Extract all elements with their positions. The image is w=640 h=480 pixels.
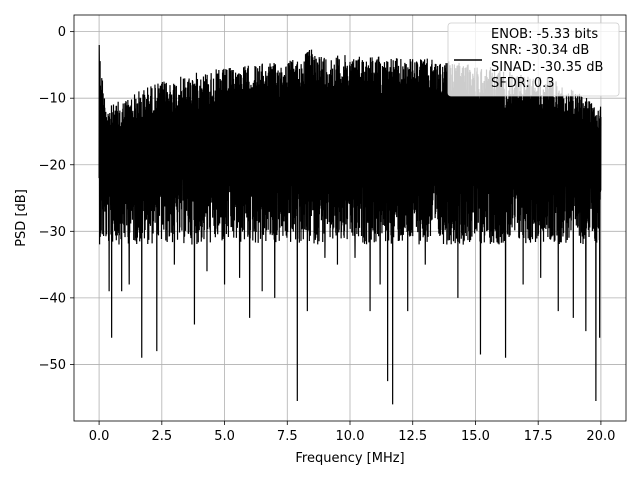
y-axis-label: PSD [dB]: [14, 189, 29, 247]
y-tick-label: 0: [58, 25, 66, 40]
y-tick-label: −20: [39, 158, 66, 173]
x-axis-label: Frequency [MHz]: [295, 451, 404, 466]
x-tick-label: 0.0: [89, 429, 110, 444]
x-tick-label: 10.0: [336, 429, 365, 444]
y-axis-ticks: 0 −10 −20 −30 −40 −50: [39, 25, 74, 373]
y-tick-label: −40: [39, 291, 66, 306]
y-tick-label: −10: [39, 92, 66, 107]
x-axis-ticks: 0.0 2.5 5.0 7.5 10.0 12.5 15.0 17.5 20.0: [89, 421, 615, 444]
legend-sinad: SINAD: -30.35 dB: [491, 60, 603, 75]
x-tick-label: 5.0: [214, 429, 235, 444]
legend-snr: SNR: -30.34 dB: [491, 43, 589, 58]
x-tick-label: 2.5: [151, 429, 172, 444]
x-tick-label: 7.5: [277, 429, 298, 444]
x-tick-label: 20.0: [586, 429, 615, 444]
y-tick-label: −30: [39, 225, 66, 240]
y-tick-label: −50: [39, 358, 66, 373]
legend-box: [447, 22, 620, 97]
legend-sfdr: SFDR: 0.3: [491, 76, 555, 91]
x-tick-label: 12.5: [398, 429, 427, 444]
legend-enob: ENOB: -5.33 bits: [491, 27, 598, 42]
x-tick-label: 15.0: [461, 429, 490, 444]
legend: ENOB: -5.33 bits SNR: -30.34 dB SINAD: -…: [447, 22, 620, 97]
x-tick-label: 17.5: [524, 429, 553, 444]
